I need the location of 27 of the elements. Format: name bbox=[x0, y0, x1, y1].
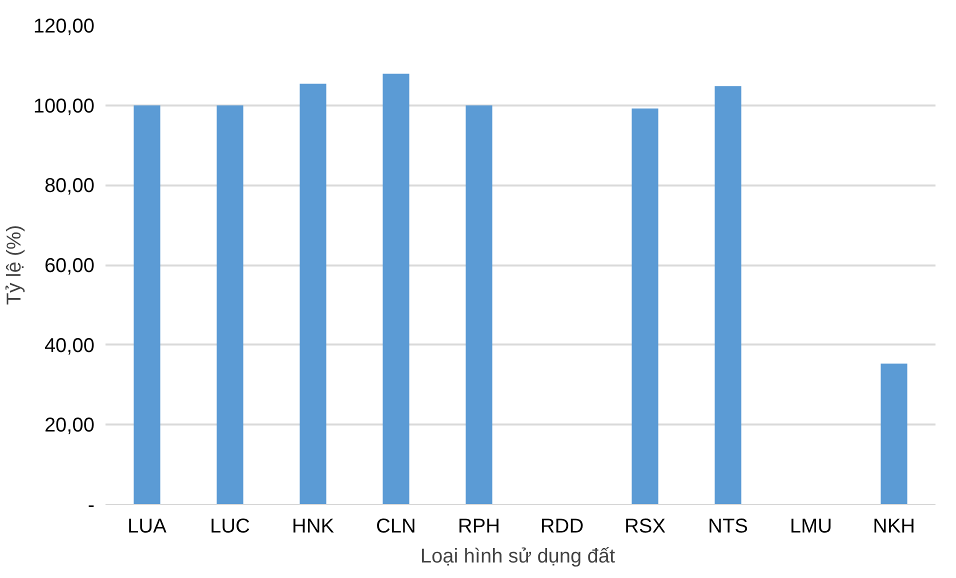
x-tick-label: LMU bbox=[790, 516, 832, 538]
y-tick-label: 120,00 bbox=[33, 16, 94, 38]
y-axis-title: Tỷ lệ (%) bbox=[3, 225, 26, 305]
x-tick-label: LUC bbox=[210, 516, 250, 538]
y-tick-label: 80,00 bbox=[44, 175, 95, 198]
x-tick-label: HNK bbox=[292, 516, 335, 538]
bar bbox=[216, 105, 244, 504]
bar bbox=[632, 108, 658, 504]
bar bbox=[134, 105, 160, 504]
x-tick-label: NKH bbox=[872, 516, 916, 538]
bar bbox=[382, 74, 410, 504]
x-tick-label: RPH bbox=[458, 516, 500, 538]
x-axis-title: Loại hình sử dụng đất bbox=[420, 546, 616, 568]
y-tick-label: 20,00 bbox=[44, 414, 95, 437]
x-tick-label: RSX bbox=[624, 516, 666, 538]
x-tick-label: NTS bbox=[708, 516, 748, 538]
y-tick-label: - bbox=[88, 494, 95, 516]
x-tick-label: RDD bbox=[540, 516, 584, 538]
bar bbox=[466, 105, 492, 504]
y-tick-label: 100,00 bbox=[33, 95, 94, 118]
y-tick-label: 60,00 bbox=[44, 255, 95, 277]
bar bbox=[300, 84, 326, 504]
x-tick-label: LUA bbox=[128, 516, 168, 538]
bar bbox=[714, 86, 742, 504]
x-tick-label: CLN bbox=[376, 516, 416, 538]
y-tick-label: 40,00 bbox=[44, 334, 95, 357]
bar bbox=[880, 364, 908, 504]
